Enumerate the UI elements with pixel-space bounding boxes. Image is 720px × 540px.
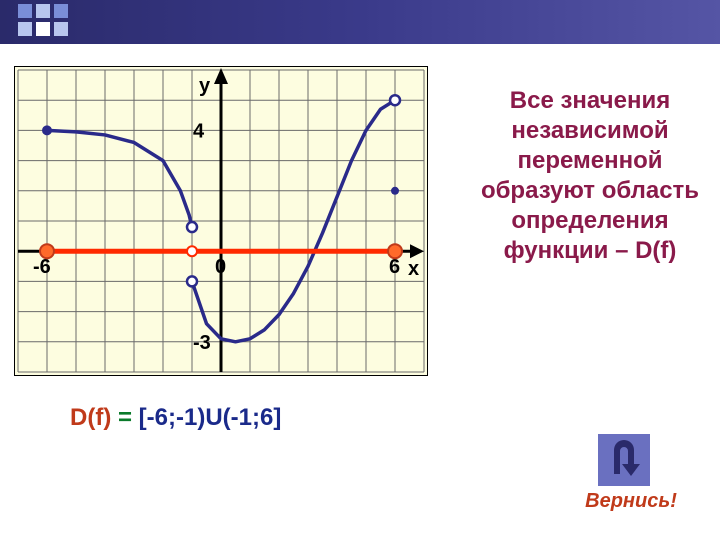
header-squares (18, 4, 68, 36)
deco-square (18, 22, 32, 36)
deco-square (54, 22, 68, 36)
function-chart: y x -6 0 6 4 -3 (14, 66, 428, 376)
svg-text:0: 0 (215, 256, 226, 278)
back-button[interactable] (598, 434, 650, 486)
deco-square (36, 4, 50, 18)
svg-text:6: 6 (389, 256, 400, 278)
domain-formula: D(f) = [-6;-1)U(-1;6] (70, 404, 281, 432)
definition-text: Все значения независимой переменной обра… (470, 86, 710, 266)
svg-text:4: 4 (193, 120, 205, 142)
deco-square (54, 4, 68, 18)
chart-svg: y x -6 0 6 4 -3 (14, 66, 428, 376)
deco-square (36, 22, 50, 36)
svg-text:y: y (199, 75, 211, 97)
svg-text:-3: -3 (193, 332, 211, 354)
formula-eq: = (111, 404, 138, 431)
u-turn-icon (598, 434, 650, 486)
svg-text:x: x (408, 258, 419, 280)
formula-rhs: [-6;-1)U(-1;6] (139, 404, 282, 431)
svg-text:-6: -6 (33, 256, 51, 278)
header-decoration (0, 0, 720, 44)
formula-lhs: D(f) (70, 404, 111, 431)
back-label: Вернись! (576, 490, 686, 513)
deco-square (18, 4, 32, 18)
